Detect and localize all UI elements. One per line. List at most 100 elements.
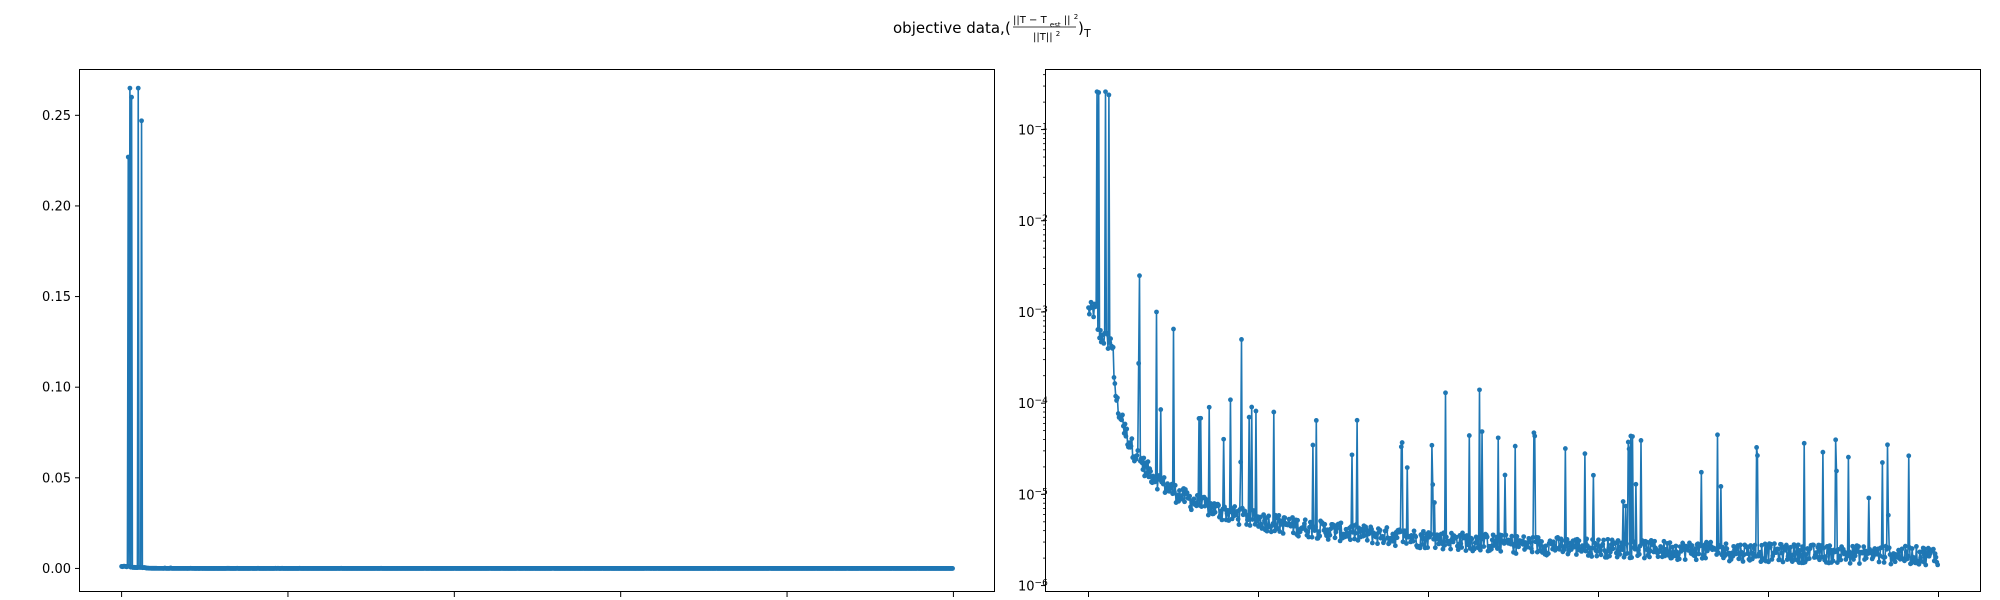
data-point [1370,540,1375,546]
data-point [1154,486,1160,492]
data-point [1935,562,1941,568]
data-point [1801,440,1807,446]
data-point [1885,512,1891,518]
data-point [1469,536,1475,542]
data-point [1217,513,1223,518]
data-point [1317,533,1323,539]
data-point [1835,546,1841,552]
data-point [1903,549,1909,555]
data-point [1136,360,1142,366]
title-numerator-tail: || [1064,15,1071,26]
data-point [1608,549,1613,555]
data-point [1827,543,1833,549]
data-point [1276,513,1282,518]
data-point [1630,539,1636,545]
data-point [1886,545,1892,551]
figure-title-paren-close: ) [1078,19,1084,37]
data-point [1696,551,1702,557]
data-point [1584,536,1589,542]
data-point [1619,547,1625,553]
title-fraction-denominator: ||T|| 2 [1033,30,1060,43]
data-point [1906,453,1912,459]
y-tick-label: 10−6 [1018,579,1048,595]
data-point [1779,550,1785,556]
data-point [1605,536,1611,542]
data-point [1327,532,1333,538]
y-tick-label: 10−2 [1018,214,1048,230]
data-point [1676,556,1682,562]
data-point [1620,499,1626,504]
data-point [1798,553,1804,558]
data-point [1838,557,1844,563]
data-point [1148,468,1153,474]
data-point [1601,537,1606,543]
data-point [1187,493,1193,499]
data-point [1258,521,1264,527]
data-point [1417,545,1423,551]
linear-axes-ticks: 020040060080010000.000.050.100.150.200.2… [42,109,954,597]
data-point [129,94,134,100]
data-point [1460,530,1465,536]
data-point [1923,562,1929,568]
data-point [1820,449,1826,455]
data-point [1209,504,1215,510]
data-point [1830,558,1836,564]
data-point [1493,538,1499,544]
data-point [1430,482,1436,487]
data-point [1191,496,1197,502]
data-point [1876,559,1882,565]
data-point [1863,555,1869,561]
data-point [1238,459,1244,465]
data-point [1459,545,1465,550]
data-point [1516,544,1521,550]
data-point [1888,561,1894,567]
data-point [1271,409,1277,415]
data-point [1833,437,1839,443]
data-point [1733,551,1739,557]
data-point [1134,453,1140,458]
y-tick-label: 0.05 [42,471,71,486]
data-point [1110,344,1116,350]
data-point [1479,429,1485,435]
linear-axes-frame [79,69,995,592]
figure-title: objective data, ( ||T − T est || 2 ||T||… [893,13,1091,43]
data-point [1221,436,1227,442]
data-point [1307,524,1312,530]
data-point [1615,538,1621,543]
data-point [1624,541,1629,547]
data-point [1630,434,1635,439]
data-point [1270,521,1276,526]
data-point [1245,515,1251,520]
data-point [127,85,133,91]
data-point [1219,517,1225,523]
data-point [1264,528,1270,534]
data-point [1607,553,1612,559]
data-point [1309,534,1315,540]
data-point [1489,546,1494,552]
series-line [1087,91,1939,566]
data-point [1755,453,1760,458]
data-point [1463,548,1469,554]
data-point [1591,472,1596,478]
data-point [1880,460,1885,465]
data-point [1837,553,1843,559]
data-point [1154,309,1159,315]
data-point [1583,548,1589,554]
data-point [1349,452,1355,458]
data-point [1347,537,1353,543]
data-point [1290,515,1295,520]
data-point [1158,407,1164,412]
data-point [1135,448,1141,453]
data-point [1174,492,1180,498]
data-point [1146,474,1152,480]
data-point [1823,554,1828,559]
data-point [1384,525,1390,530]
data-point [1310,442,1316,448]
data-point [1409,533,1414,538]
data-point [1122,421,1128,427]
data-point [1230,508,1236,514]
data-point [1119,417,1125,423]
data-point [1313,524,1318,530]
data-point [1902,543,1908,549]
data-point [1563,543,1569,549]
